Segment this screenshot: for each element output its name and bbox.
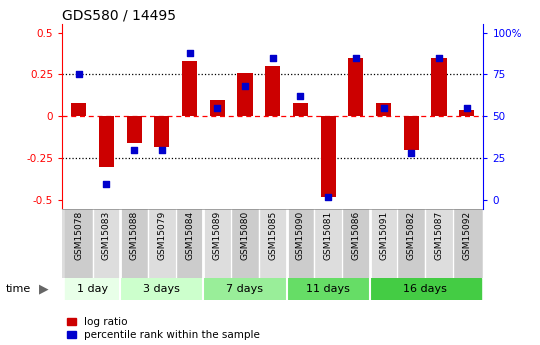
Bar <box>370 278 481 300</box>
Text: GSM15079: GSM15079 <box>157 211 166 260</box>
Bar <box>265 66 280 117</box>
Bar <box>370 209 397 278</box>
Bar <box>71 103 86 117</box>
Point <box>407 150 416 156</box>
Bar <box>259 209 287 278</box>
Text: 16 days: 16 days <box>403 284 447 294</box>
Text: 3 days: 3 days <box>144 284 180 294</box>
Bar <box>120 209 148 278</box>
Bar <box>287 209 314 278</box>
Text: time: time <box>5 284 31 294</box>
Legend: log ratio, percentile rank within the sample: log ratio, percentile rank within the sa… <box>68 317 260 340</box>
Bar <box>65 209 92 278</box>
Bar <box>453 209 481 278</box>
Bar <box>376 103 391 117</box>
Bar <box>92 209 120 278</box>
Point <box>268 55 277 60</box>
Bar <box>182 61 197 117</box>
Text: 1 day: 1 day <box>77 284 108 294</box>
Bar <box>176 209 204 278</box>
Text: GSM15092: GSM15092 <box>462 211 471 260</box>
Text: GSM15087: GSM15087 <box>435 211 443 260</box>
Bar <box>403 117 419 150</box>
Bar <box>293 103 308 117</box>
Bar <box>397 209 425 278</box>
Bar <box>425 209 453 278</box>
Point <box>185 50 194 56</box>
Point <box>130 147 138 153</box>
Bar <box>238 73 253 117</box>
Bar <box>231 209 259 278</box>
Text: GSM15090: GSM15090 <box>296 211 305 260</box>
Bar <box>287 278 370 300</box>
Point <box>379 105 388 111</box>
Point <box>158 147 166 153</box>
Point <box>435 55 443 60</box>
Bar <box>348 58 363 117</box>
Point <box>102 181 111 186</box>
Bar <box>342 209 370 278</box>
Bar <box>204 278 287 300</box>
Text: GSM15084: GSM15084 <box>185 211 194 260</box>
Bar <box>321 117 336 197</box>
Point <box>241 83 249 89</box>
Bar <box>126 117 142 143</box>
Bar <box>459 110 474 117</box>
Text: GDS580 / 14495: GDS580 / 14495 <box>62 9 176 23</box>
Text: GSM15078: GSM15078 <box>74 211 83 260</box>
Text: GSM15086: GSM15086 <box>352 211 360 260</box>
Bar <box>99 117 114 167</box>
Bar <box>314 209 342 278</box>
Text: GSM15088: GSM15088 <box>130 211 139 260</box>
Text: GSM15085: GSM15085 <box>268 211 277 260</box>
Bar <box>210 100 225 117</box>
Text: GSM15091: GSM15091 <box>379 211 388 260</box>
Point <box>324 194 333 200</box>
Text: 11 days: 11 days <box>306 284 350 294</box>
Text: GSM15083: GSM15083 <box>102 211 111 260</box>
Bar <box>154 117 170 147</box>
Text: 7 days: 7 days <box>226 284 264 294</box>
Text: GSM15089: GSM15089 <box>213 211 222 260</box>
Bar <box>148 209 176 278</box>
Text: GSM15081: GSM15081 <box>323 211 333 260</box>
Bar <box>204 209 231 278</box>
Text: ▶: ▶ <box>39 282 49 295</box>
Text: GSM15080: GSM15080 <box>240 211 249 260</box>
Bar <box>431 58 447 117</box>
Point <box>296 93 305 99</box>
Point <box>75 72 83 77</box>
Bar <box>120 278 204 300</box>
Text: GSM15082: GSM15082 <box>407 211 416 260</box>
Point <box>213 105 221 111</box>
Point <box>462 105 471 111</box>
Bar <box>65 278 120 300</box>
Point <box>352 55 360 60</box>
